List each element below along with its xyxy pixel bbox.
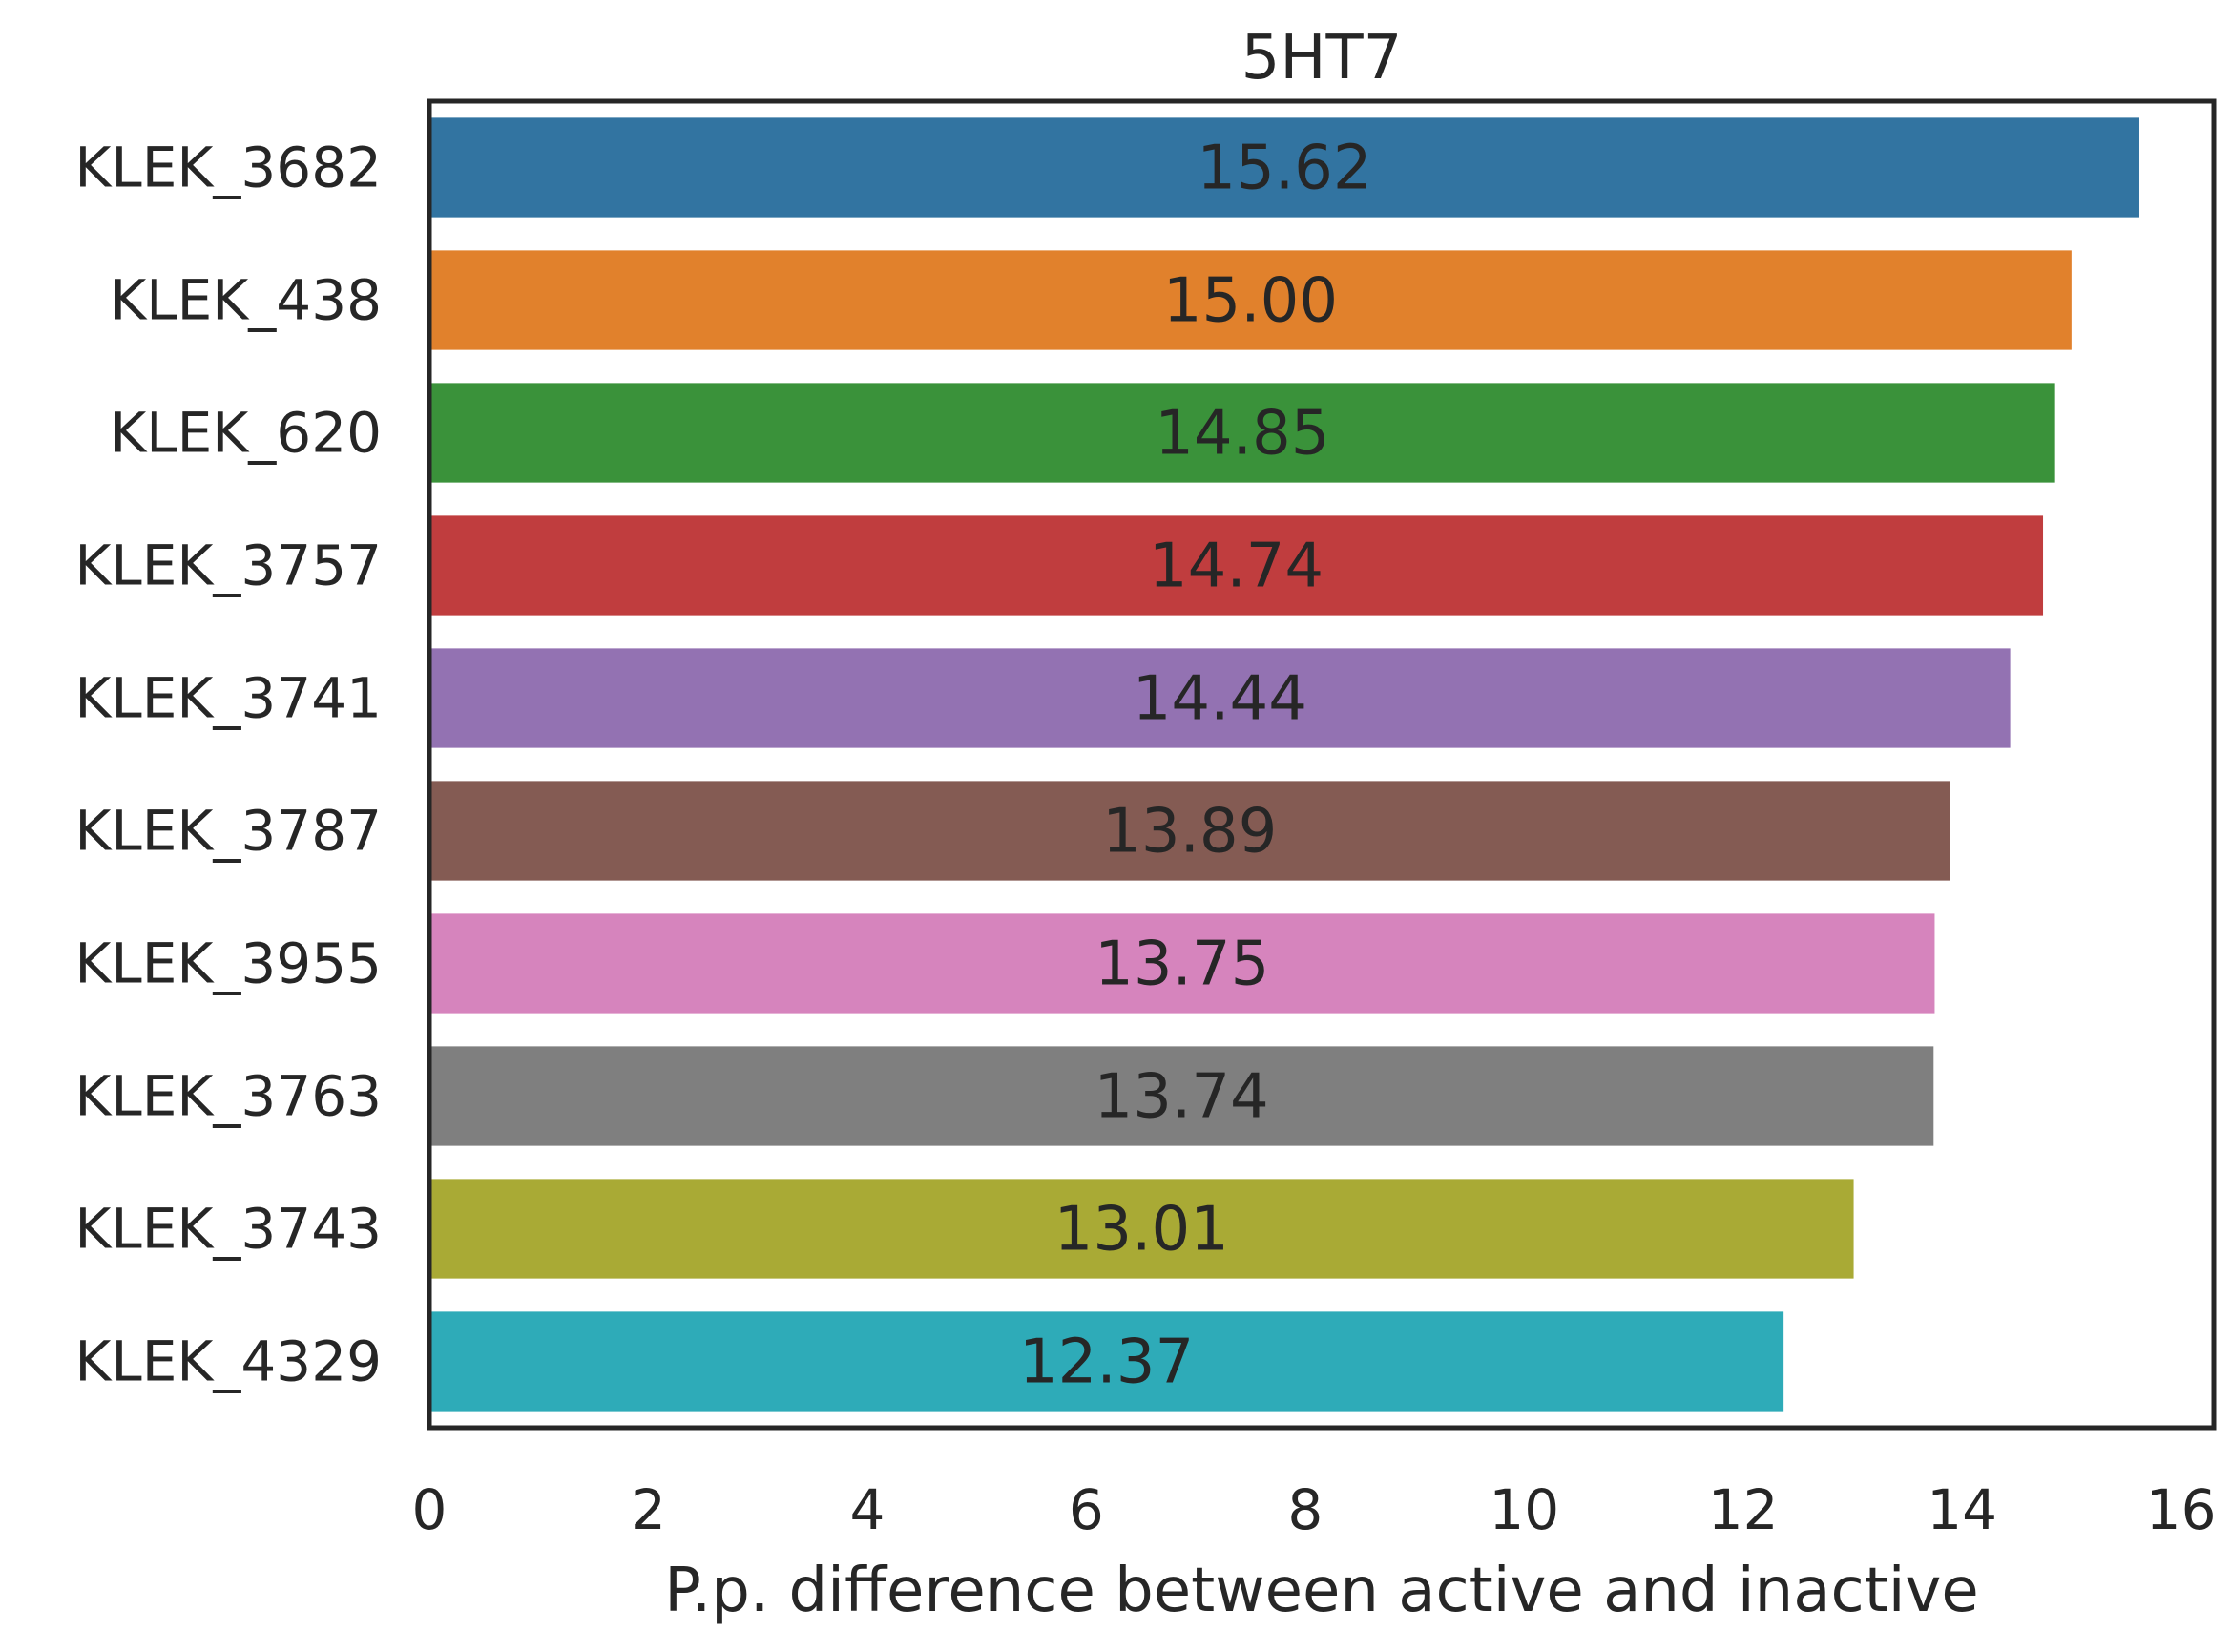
bar-value-label: 12.37 [1019, 1328, 1194, 1398]
bar-klek-3757 [429, 515, 2044, 616]
chart-title: 5HT7 [1241, 23, 1403, 94]
bar-value-label: 14.44 [1133, 664, 1307, 735]
bar-value-label: 15.62 [1197, 134, 1371, 204]
y-tick-label: KLEK_3787 [74, 799, 382, 864]
x-tick-label: 4 [849, 1477, 885, 1542]
y-tick-label: KLEK_3757 [74, 533, 382, 598]
y-tick-label: KLEK_620 [110, 401, 382, 466]
y-tick-label: KLEK_438 [110, 268, 382, 333]
x-tick-label: 8 [1287, 1477, 1323, 1542]
y-axis-tick-labels: KLEK_3682 KLEK_438 KLEK_620 KLEK_3757 KLEK_3… [74, 136, 382, 1394]
x-axis-title: P.p. difference between active and inact… [664, 1556, 1979, 1626]
x-tick-label: 2 [631, 1477, 666, 1542]
bar-klek-3787 [429, 781, 1950, 881]
y-tick-label: KLEK_3763 [74, 1064, 382, 1129]
bar-klek-3741 [429, 648, 2011, 748]
plot-frame [427, 98, 2217, 1431]
bar-klek-438 [429, 250, 2072, 350]
bar-value-label: 14.85 [1155, 399, 1329, 470]
bar-value-label: 15.00 [1163, 266, 1338, 337]
bar-klek-3743 [429, 1179, 1854, 1279]
y-tick-label: KLEK_3743 [74, 1197, 382, 1262]
y-tick-label: KLEK_3682 [74, 136, 382, 200]
x-axis-ticks: 0 2 4 6 8 10 12 14 16 [412, 1477, 2217, 1542]
bar-value-label: 14.74 [1149, 532, 1324, 602]
x-tick-label: 10 [1489, 1477, 1559, 1542]
bar-klek-620 [429, 383, 2055, 483]
bar-klek-4329 [429, 1311, 1784, 1412]
x-tick-label: 0 [412, 1477, 448, 1542]
x-tick-label: 12 [1708, 1477, 1779, 1542]
x-tick-label: 6 [1069, 1477, 1104, 1542]
bar-value-label: 13.75 [1095, 930, 1269, 1000]
bar-klek-3682 [429, 117, 2139, 218]
y-tick-label: KLEK_4329 [74, 1329, 382, 1394]
x-tick-label: 16 [2146, 1477, 2217, 1542]
x-tick-label: 14 [1927, 1477, 1997, 1542]
bar-value-label: 13.89 [1102, 797, 1277, 868]
bars-layer: 15.62 15.00 14.85 14.74 14.44 13.89 13.75 13.74… [429, 117, 2139, 1412]
y-tick-label: KLEK_3955 [74, 931, 382, 996]
bar-value-label: 13.01 [1054, 1195, 1229, 1265]
bar-klek-3955 [429, 913, 1935, 1014]
y-tick-label: KLEK_3741 [74, 666, 382, 731]
bar-value-label: 13.74 [1095, 1062, 1269, 1133]
bar-klek-3763 [429, 1046, 1934, 1146]
